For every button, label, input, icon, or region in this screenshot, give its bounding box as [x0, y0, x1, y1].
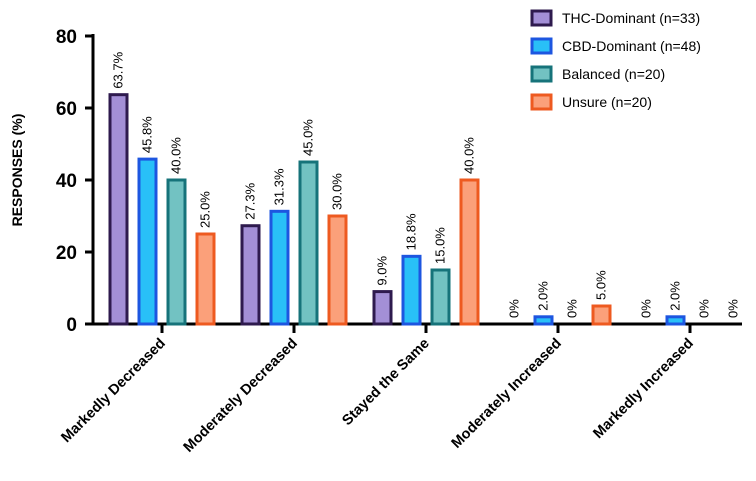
legend-label: THC-Dominant (n=33): [562, 10, 700, 26]
bar: [327, 214, 348, 326]
legend-label: CBD-Dominant (n=48): [562, 38, 701, 54]
legend-label: Unsure (n=20): [562, 94, 652, 110]
bar: [137, 157, 158, 326]
value-label: 63.7%: [111, 51, 126, 88]
category-label: Moderately Decreased: [181, 336, 301, 456]
y-tick-label: 80: [56, 27, 77, 48]
y-tick-label: 40: [56, 171, 77, 192]
bar: [298, 160, 319, 326]
legend-swatch: [530, 37, 553, 55]
bar: [108, 93, 129, 326]
value-label: 9.0%: [375, 256, 390, 286]
value-label: 2.0%: [668, 281, 683, 311]
bar: [166, 178, 187, 326]
value-label: 30.0%: [330, 173, 345, 210]
value-label: 15.0%: [433, 227, 448, 264]
bar: [372, 290, 393, 326]
value-label: 0%: [565, 299, 580, 318]
value-labels-group: 63.7% 45.8% 40.0% 25.0% 27.3% 31.3% 45.0% 30.0%…: [111, 51, 741, 318]
value-label: 25.0%: [198, 191, 213, 228]
category-label: Markedly Increased: [590, 336, 696, 442]
legend-swatch: [530, 93, 553, 111]
category-labels-group: Markedly Decreased Moderately Decreased St…: [58, 336, 696, 456]
legend-label: Balanced (n=20): [562, 66, 665, 82]
value-label: 45.0%: [301, 119, 316, 156]
bar: [430, 268, 451, 326]
bar: [240, 224, 261, 326]
bar: [591, 304, 612, 326]
bar: [195, 232, 216, 326]
legend-swatch: [530, 65, 553, 83]
value-label: 0%: [639, 299, 654, 318]
value-label: 0%: [697, 299, 712, 318]
bars-group: [108, 93, 686, 326]
bar: [269, 209, 290, 326]
legend: THC-Dominant (n=33) CBD-Dominant (n=48) Ba…: [530, 9, 701, 111]
value-label: 27.3%: [243, 182, 258, 219]
category-label: Markedly Decreased: [58, 336, 168, 446]
value-label: 2.0%: [536, 281, 551, 311]
category-label: Stayed the Same: [339, 336, 432, 429]
value-label: 0%: [726, 299, 741, 318]
bar: [533, 315, 554, 326]
y-tick-label: 0: [66, 315, 77, 336]
bar: [459, 178, 480, 326]
value-label: 31.3%: [272, 168, 287, 205]
value-label: 40.0%: [169, 137, 184, 174]
category-label: Moderately Increased: [449, 336, 565, 452]
y-tick-label: 60: [56, 99, 77, 120]
value-label: 18.8%: [404, 213, 419, 250]
y-axis-title: RESPONSES (%): [9, 114, 25, 227]
value-label: 40.0%: [462, 137, 477, 174]
bar: [401, 254, 422, 326]
legend-swatch: [530, 9, 553, 27]
value-label: 5.0%: [594, 270, 609, 300]
y-tick-label: 20: [56, 243, 77, 264]
bar: [665, 315, 686, 326]
value-label: 45.8%: [140, 116, 155, 153]
value-label: 0%: [507, 299, 522, 318]
